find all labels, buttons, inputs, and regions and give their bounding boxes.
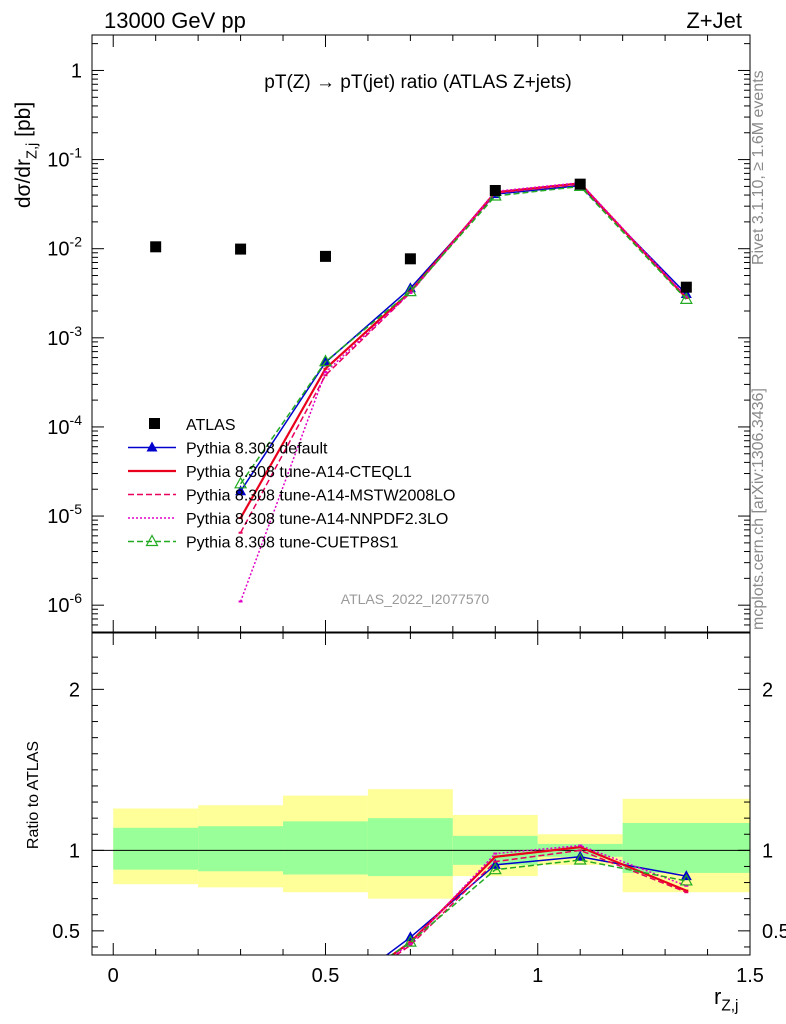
atlas-data-point-2 bbox=[319, 250, 331, 262]
legend-label-1: Pythia 8.308 tune-A14-CTEQL1 bbox=[186, 464, 412, 481]
main-ytick-label-3: 10-3 bbox=[47, 323, 82, 350]
series-point-ratio-4-3 bbox=[488, 862, 502, 875]
x-tick-label-0: 0 bbox=[108, 965, 119, 987]
atlas-data-point-4 bbox=[489, 184, 501, 196]
x-axis-label: rZ,j bbox=[714, 984, 738, 1015]
analysis-watermark: ATLAS_2022_I2077570 bbox=[341, 591, 490, 607]
legend-atlas-label: ATLAS bbox=[186, 417, 236, 434]
y-axis-label-main: dσ/drZ,j [pb] bbox=[12, 102, 40, 208]
series-point-ratio-4-4 bbox=[573, 852, 587, 865]
inner-band-6 bbox=[622, 822, 750, 873]
legend-marker-4 bbox=[145, 534, 159, 547]
main-ytick-label-6: 10-6 bbox=[47, 590, 82, 617]
process-label: Z+Jet bbox=[686, 8, 742, 33]
ratio-ytick-label-left-2: 2 bbox=[69, 679, 80, 701]
ratio-ytick-label-right-0: 0.5 bbox=[762, 921, 786, 943]
main-plot-frame bbox=[91, 34, 751, 633]
series-point-main-4-1 bbox=[318, 354, 332, 367]
series-line-ratio-4 bbox=[390, 859, 687, 955]
atlas-data-point-5 bbox=[574, 178, 586, 190]
series-line-ratio-3 bbox=[393, 844, 687, 955]
x-tick-label-2: 1 bbox=[532, 965, 543, 987]
series-line-ratio-1 bbox=[390, 846, 687, 955]
legend-atlas-marker bbox=[149, 418, 160, 429]
atlas-data-point-0 bbox=[150, 241, 162, 253]
legend-label-0: Pythia 8.308 default bbox=[186, 441, 328, 458]
x-tick-label-1: 0.5 bbox=[312, 965, 340, 987]
series-point-main-0-0 bbox=[235, 485, 247, 496]
collision-label: 13000 GeV pp bbox=[104, 8, 246, 33]
ratio-ytick-label-left-0: 0.5 bbox=[52, 921, 80, 943]
legend-label-4: Pythia 8.308 tune-CUETP8S1 bbox=[186, 535, 399, 552]
series-point-ratio-4-2 bbox=[403, 934, 417, 947]
main-ytick-label-5: 10-5 bbox=[47, 501, 82, 528]
x-tick-label-3: 1.5 bbox=[736, 965, 764, 987]
series-point-main-4-5 bbox=[679, 292, 693, 304]
inner-band-0 bbox=[113, 827, 199, 870]
ratio-ytick-label-left-1: 1 bbox=[69, 840, 80, 862]
series-point-main-4-0 bbox=[234, 476, 248, 489]
series-line-main-3 bbox=[239, 181, 687, 602]
ratio-ytick-label-right-2: 2 bbox=[762, 679, 773, 701]
series-point-main-4-2 bbox=[403, 284, 417, 297]
series-line-main-2 bbox=[239, 183, 687, 534]
main-ytick-label-0: 1 bbox=[71, 60, 82, 82]
main-ytick-label-4: 10-4 bbox=[47, 412, 82, 439]
mcplots-label: mcplots.cern.ch [arXiv:1306.3436] bbox=[750, 388, 767, 630]
legend-label-2: Pythia 8.308 tune-A14-MSTW2008LO bbox=[186, 488, 455, 505]
series-point-ratio-4-5 bbox=[679, 873, 693, 886]
legend-marker-0 bbox=[146, 441, 158, 452]
inner-band-3 bbox=[367, 818, 453, 877]
ratio-ytick-label-right-1: 1 bbox=[762, 840, 773, 862]
series-line-ratio-2 bbox=[395, 849, 687, 955]
inner-band-2 bbox=[283, 821, 368, 875]
y-axis-label-ratio: Ratio to ATLAS bbox=[25, 741, 42, 849]
atlas-data-point-3 bbox=[404, 253, 416, 265]
chart-title: pT(Z) → pT(jet) ratio (ATLAS Z+jets) bbox=[264, 72, 571, 93]
series-line-main-4 bbox=[239, 185, 687, 485]
atlas-data-point-6 bbox=[680, 281, 692, 293]
main-ytick-label-2: 10-2 bbox=[47, 234, 82, 261]
rivet-label: Rivet 3.1.10, ≥ 1.6M events bbox=[750, 70, 767, 265]
inner-band-1 bbox=[198, 826, 284, 872]
atlas-data-point-1 bbox=[235, 243, 247, 255]
main-ytick-label-1: 10-1 bbox=[47, 145, 82, 172]
ratio-plot-frame bbox=[91, 632, 751, 956]
legend-label-3: Pythia 8.308 tune-A14-NNPDF2.3LO bbox=[186, 511, 448, 528]
series-line-ratio-0 bbox=[385, 856, 687, 955]
